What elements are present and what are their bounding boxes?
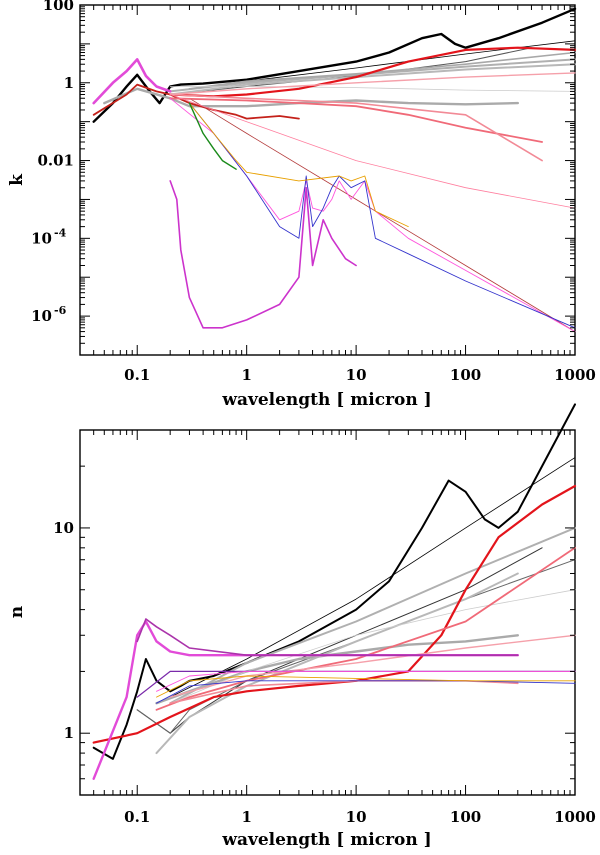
n-x-tick-label: 0.1 bbox=[124, 808, 150, 826]
k-x-tick-label: 0.1 bbox=[124, 366, 150, 384]
k-series-17 bbox=[169, 180, 357, 329]
n-series-8 bbox=[169, 589, 576, 704]
n-x-tick-label: 10 bbox=[346, 808, 367, 826]
k-series-9 bbox=[169, 46, 577, 98]
n-series-10 bbox=[155, 546, 576, 711]
n-x-tick-label: 100 bbox=[450, 808, 481, 826]
k-x-axis-label: wavelength [ micron ] bbox=[221, 390, 431, 410]
k-series-3 bbox=[169, 47, 532, 95]
k-series-4 bbox=[103, 87, 519, 108]
k-series-14 bbox=[169, 72, 576, 96]
k-series-16 bbox=[92, 58, 172, 105]
k-x-tick-label: 100 bbox=[450, 366, 481, 384]
k-series-19 bbox=[188, 102, 576, 329]
n-series-14 bbox=[136, 618, 519, 657]
k-y-tick-label: 100 bbox=[43, 0, 74, 14]
k-series-13 bbox=[169, 93, 543, 162]
k-series-1 bbox=[92, 7, 577, 123]
n-x-tick-label: 1 bbox=[241, 808, 251, 826]
n-series-5 bbox=[155, 634, 519, 705]
k-y-tick-label: 10 bbox=[31, 307, 52, 325]
k-y-tick-exponent: -6 bbox=[54, 304, 67, 317]
n-y-tick-label: 10 bbox=[53, 519, 74, 537]
n-series-18 bbox=[156, 675, 576, 698]
n-plot-frame bbox=[79, 429, 576, 796]
n-series-13 bbox=[92, 620, 519, 780]
n-series-6 bbox=[169, 526, 576, 705]
k-y-tick-label: 1 bbox=[64, 74, 74, 92]
n-y-axis-label: n bbox=[7, 606, 27, 618]
k-plot-frame bbox=[79, 4, 576, 356]
k-series-8 bbox=[169, 86, 576, 92]
n-x-tick-label: 1000 bbox=[554, 808, 596, 826]
k-y-tick-label: 10 bbox=[31, 229, 52, 247]
k-series-18 bbox=[169, 97, 576, 333]
k-x-tick-label: 1 bbox=[241, 366, 251, 384]
k-series-20 bbox=[188, 102, 409, 228]
k-series-15 bbox=[169, 94, 576, 209]
k-y-tick-label: 0.01 bbox=[37, 152, 74, 170]
n-y-tick-label: 1 bbox=[64, 724, 74, 742]
k-series-12 bbox=[169, 97, 543, 143]
k-x-tick-label: 1000 bbox=[554, 366, 596, 384]
k-series-21 bbox=[188, 102, 237, 170]
k-series-5 bbox=[169, 58, 576, 93]
n-series-12 bbox=[169, 634, 576, 698]
k-y-tick-exponent: -4 bbox=[54, 226, 67, 239]
n-series-7 bbox=[155, 572, 519, 755]
k-x-tick-label: 10 bbox=[346, 366, 367, 384]
k-y-axis-label: k bbox=[7, 173, 27, 186]
n-panel: 0.1 1 10 100 1000 110 wavelength [ micron ] … bbox=[7, 403, 596, 850]
k-series-7 bbox=[188, 51, 576, 90]
k-series-11 bbox=[188, 97, 576, 333]
n-series-16 bbox=[156, 670, 576, 692]
n-x-axis-label: wavelength [ micron ] bbox=[221, 830, 431, 850]
n-series-4 bbox=[136, 559, 576, 734]
